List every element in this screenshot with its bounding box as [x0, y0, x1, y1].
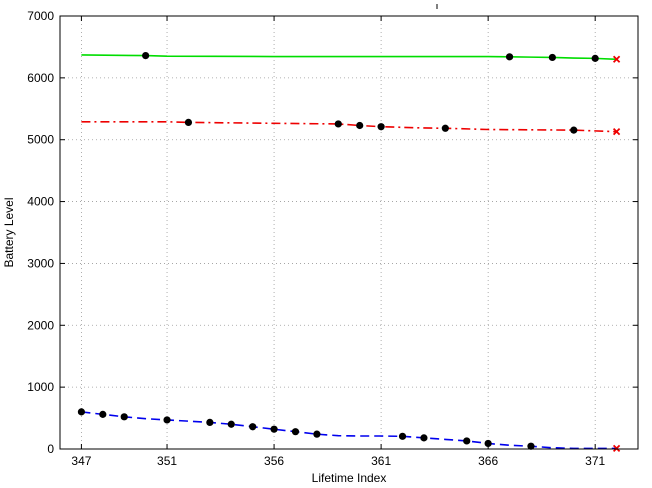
- x-tick-label: 351: [157, 454, 177, 468]
- data-point-marker: [441, 124, 449, 132]
- data-point-marker: [184, 118, 193, 126]
- data-point-marker: [484, 439, 492, 448]
- plot-area-frame: [59, 15, 639, 450]
- y-tick-label: 3000: [27, 256, 54, 270]
- data-point-marker: [270, 425, 278, 433]
- x-tick-label: 347: [71, 454, 91, 468]
- y-tick-label: 1000: [27, 380, 54, 394]
- data-point-marker: [548, 53, 556, 62]
- data-point-marker: [398, 432, 407, 440]
- x-tick-label: 361: [371, 454, 391, 468]
- y-tick-label: 6000: [27, 71, 54, 85]
- data-point-marker: [142, 51, 150, 60]
- data-point-marker: [420, 434, 428, 442]
- y-axis-label: Battery Level: [2, 197, 16, 267]
- data-point-marker: [377, 123, 385, 131]
- y-tick-label: 5000: [27, 133, 54, 147]
- data-point-marker: [356, 121, 364, 130]
- y-tick-label: 0: [47, 442, 54, 456]
- data-point-marker: [313, 430, 321, 438]
- data-point-marker: [527, 442, 535, 450]
- data-point-marker: [120, 413, 128, 421]
- end-marker-cross: [612, 55, 621, 63]
- data-point-marker: [505, 53, 514, 61]
- data-point-marker: [206, 418, 214, 427]
- y-tick-label: 4000: [27, 195, 54, 209]
- x-tick-label: 371: [585, 454, 605, 468]
- end-marker-cross: [612, 444, 621, 453]
- series-3: [77, 408, 621, 453]
- data-point-marker: [227, 420, 235, 428]
- y-tick-label: 2000: [27, 318, 54, 332]
- grid-lines: [60, 16, 638, 449]
- series-1: [81, 51, 621, 63]
- data-point-marker: [591, 54, 599, 62]
- data-series: [77, 51, 621, 453]
- data-point-marker: [163, 416, 171, 424]
- x-tick-label: 356: [264, 454, 284, 468]
- data-point-marker: [334, 120, 342, 128]
- data-point-marker: [570, 126, 578, 134]
- data-point-marker: [249, 423, 257, 431]
- series-line: [81, 54, 617, 61]
- end-marker-cross: [612, 128, 621, 136]
- x-axis-label: Lifetime Index: [312, 471, 387, 485]
- x-tick-label: 366: [478, 454, 498, 468]
- data-point-marker: [77, 408, 86, 416]
- axis-ticks: 347 351 356 361 366 371 0 1000 2000 3000 4000 5000 6…: [27, 9, 638, 468]
- series-2: [81, 118, 621, 136]
- data-point-marker: [291, 428, 300, 436]
- y-tick-label: 7000: [27, 9, 54, 23]
- data-point-marker: [99, 410, 107, 418]
- data-point-marker: [463, 437, 471, 445]
